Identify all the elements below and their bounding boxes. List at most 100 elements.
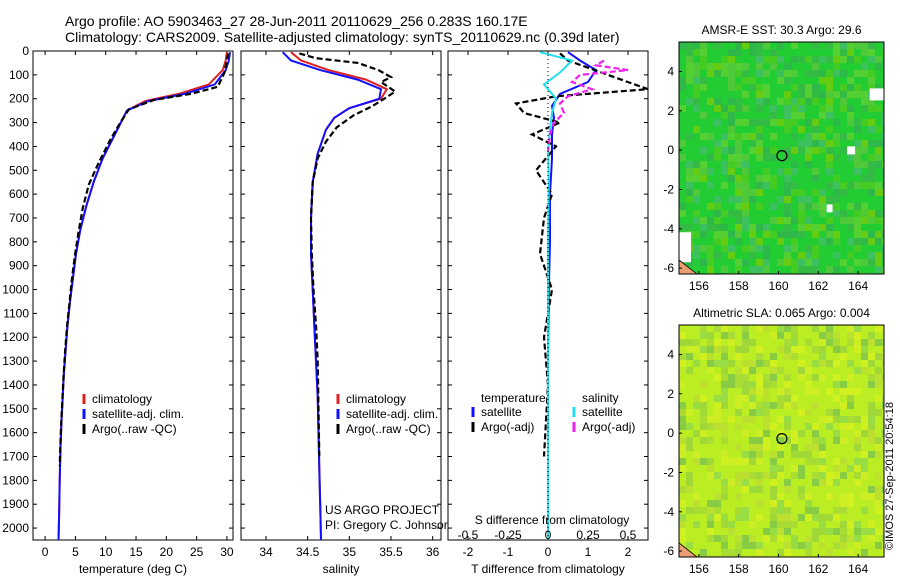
map-cell <box>826 332 833 339</box>
map-cell <box>749 472 756 479</box>
map-cell <box>833 472 840 479</box>
map-cell <box>854 56 861 63</box>
map-cell <box>833 91 840 98</box>
map-cell <box>805 500 812 507</box>
x-tick-label: 35.5 <box>379 545 403 559</box>
map-cell <box>777 507 784 514</box>
map-cell <box>721 140 728 147</box>
map-cell <box>777 549 784 556</box>
map-cell <box>763 430 770 437</box>
map-cell <box>812 63 819 70</box>
map-cell <box>875 374 882 381</box>
map-cell <box>679 521 686 528</box>
map-cell <box>805 444 812 451</box>
map-cell <box>714 42 721 49</box>
map-cell <box>847 465 854 472</box>
map-cell <box>707 332 714 339</box>
map-cell <box>868 84 875 91</box>
map-cell <box>756 42 763 49</box>
map-cell <box>847 56 854 63</box>
map-cell <box>847 493 854 500</box>
map-cell <box>791 119 798 126</box>
map-cell <box>693 231 700 238</box>
map-cell <box>882 168 884 175</box>
map-cell <box>812 140 819 147</box>
map-cell <box>805 423 812 430</box>
map-cell <box>819 458 826 465</box>
map-cell <box>833 63 840 70</box>
map-cell <box>854 325 861 332</box>
map-cell <box>756 133 763 140</box>
map-cell <box>693 451 700 458</box>
map-cell <box>819 479 826 486</box>
map-cell <box>742 332 749 339</box>
legend-label: climatology <box>346 392 406 406</box>
map-cell <box>875 395 882 402</box>
map-cell <box>735 266 742 273</box>
map-cell <box>742 472 749 479</box>
map-cell <box>742 217 749 224</box>
map-cell <box>854 332 861 339</box>
map-cell <box>812 388 819 395</box>
map-cell <box>721 430 728 437</box>
map-cell <box>756 245 763 252</box>
map-cell <box>868 332 875 339</box>
map-cell <box>777 388 784 395</box>
map-cell <box>693 217 700 224</box>
map-cell <box>798 84 805 91</box>
map-cell <box>735 203 742 210</box>
map-cell <box>693 210 700 217</box>
map-cell <box>840 507 847 514</box>
x-tick-label: 160 <box>768 279 788 293</box>
map-cell <box>833 175 840 182</box>
map-cell <box>854 210 861 217</box>
map-cell <box>847 105 854 112</box>
map-cell <box>770 360 777 367</box>
map-cell <box>763 535 770 542</box>
map-cell <box>721 56 728 63</box>
map-cell <box>861 161 868 168</box>
map-cell <box>819 416 826 423</box>
map-cell <box>721 325 728 332</box>
map-cell <box>721 521 728 528</box>
map-cell <box>728 245 735 252</box>
map-cell <box>679 84 686 91</box>
map-cell <box>840 217 847 224</box>
map-cell <box>777 472 784 479</box>
map-cell <box>875 231 882 238</box>
map-cell <box>714 493 721 500</box>
legend-label: Argo(-adj) <box>582 420 635 434</box>
map-cell <box>714 346 721 353</box>
map-cell <box>679 381 686 388</box>
map-cell <box>707 367 714 374</box>
map-cell <box>686 56 693 63</box>
argo-position-marker <box>776 150 788 162</box>
map-cell <box>784 500 791 507</box>
map-cell <box>805 266 812 273</box>
map-cell <box>854 147 861 154</box>
map-cell <box>721 112 728 119</box>
map-cell <box>763 42 770 49</box>
map-cell <box>756 126 763 133</box>
map-cell <box>749 535 756 542</box>
map-cell <box>805 140 812 147</box>
map-cell <box>791 472 798 479</box>
map-cell <box>693 77 700 84</box>
map-cell <box>861 259 868 266</box>
map-cell <box>798 56 805 63</box>
map-cell <box>819 56 826 63</box>
map-cell <box>777 196 784 203</box>
map-cell <box>756 203 763 210</box>
map-cell <box>679 77 686 84</box>
map-cell <box>770 147 777 154</box>
map-cell <box>721 486 728 493</box>
map-cell <box>707 360 714 367</box>
map-cell <box>763 98 770 105</box>
map-cell <box>756 374 763 381</box>
map-cell <box>798 346 805 353</box>
map-cell <box>686 49 693 56</box>
map-cell <box>742 91 749 98</box>
map-cell <box>819 105 826 112</box>
map-cell <box>805 458 812 465</box>
map-cell <box>882 245 884 252</box>
